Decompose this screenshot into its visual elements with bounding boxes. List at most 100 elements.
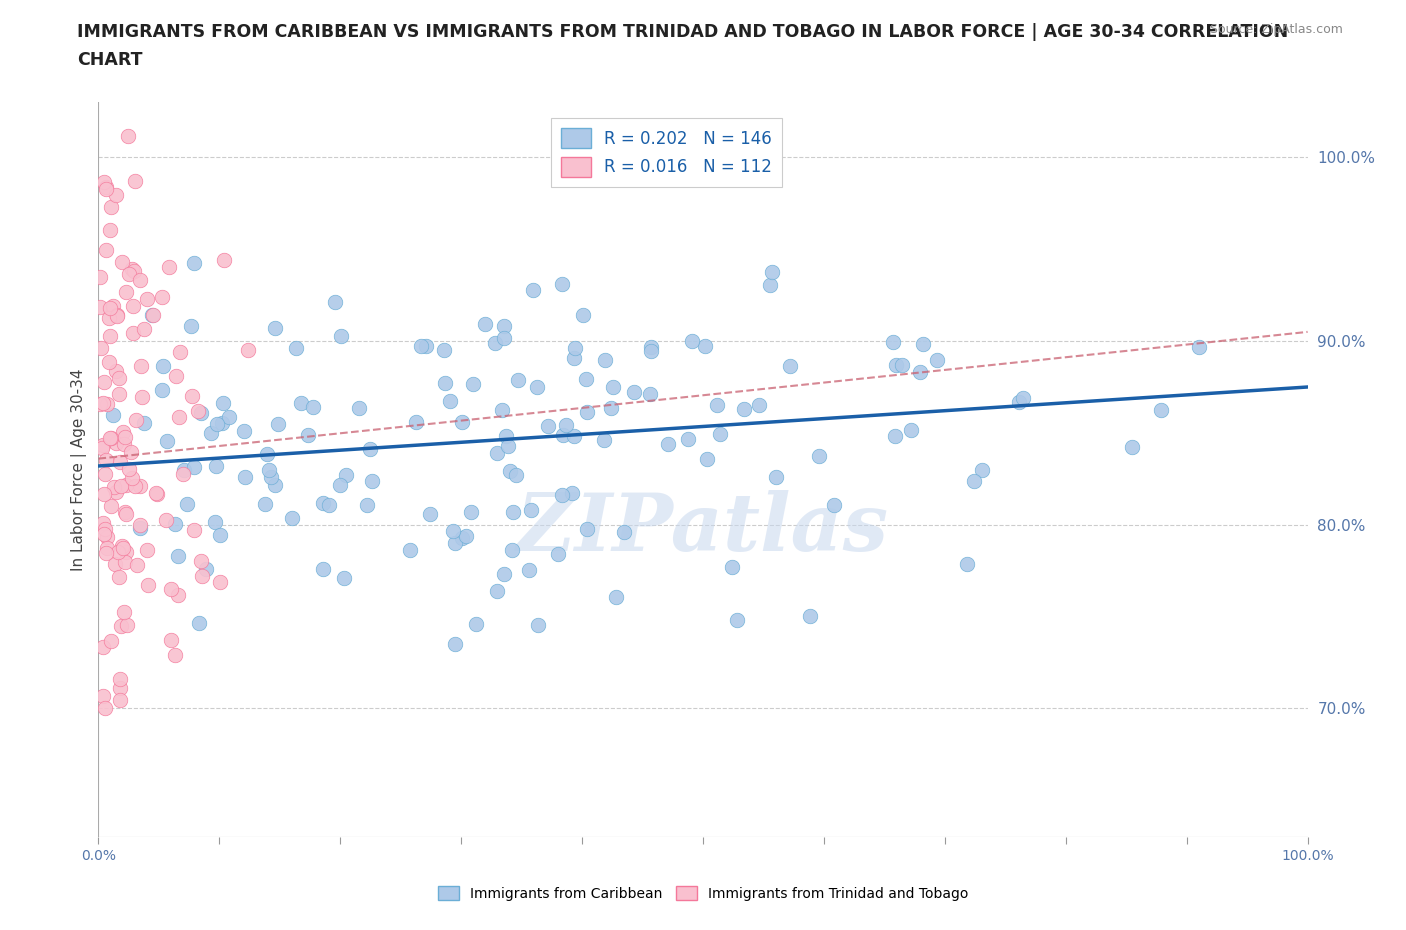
Point — [456, 528, 478, 543]
Point — [118, 266, 141, 281]
Point — [128, 518, 150, 533]
Point — [141, 307, 163, 322]
Point — [605, 590, 627, 604]
Point — [562, 429, 585, 444]
Point — [169, 345, 191, 360]
Point — [172, 467, 194, 482]
Point — [486, 584, 509, 599]
Point — [111, 540, 134, 555]
Point — [152, 359, 174, 374]
Point — [205, 458, 228, 473]
Point — [145, 485, 167, 500]
Point — [1150, 403, 1173, 418]
Point — [450, 530, 472, 545]
Point — [623, 385, 645, 400]
Point — [131, 390, 153, 405]
Point — [356, 498, 378, 512]
Point — [537, 418, 560, 433]
Point — [349, 401, 371, 416]
Point — [318, 498, 340, 512]
Point — [98, 222, 121, 237]
Point — [571, 308, 593, 323]
Point — [576, 405, 599, 419]
Point — [165, 369, 187, 384]
Point — [157, 259, 180, 274]
Point — [433, 343, 456, 358]
Point — [912, 337, 935, 352]
Point — [267, 417, 290, 432]
Point — [491, 403, 513, 418]
Point — [100, 328, 122, 343]
Point — [561, 485, 583, 500]
Point — [323, 295, 346, 310]
Point — [263, 477, 285, 492]
Point — [460, 505, 482, 520]
Point — [118, 461, 141, 476]
Point — [194, 562, 217, 577]
Point — [136, 578, 159, 592]
Point — [285, 340, 308, 355]
Point — [576, 522, 599, 537]
Text: Source: ZipAtlas.com: Source: ZipAtlas.com — [1209, 23, 1343, 36]
Point — [110, 454, 132, 469]
Point — [187, 404, 209, 418]
Point — [517, 563, 540, 578]
Point — [114, 430, 136, 445]
Point — [330, 328, 353, 343]
Point — [709, 426, 731, 441]
Point — [190, 405, 212, 420]
Point — [136, 542, 159, 557]
Point — [94, 452, 117, 467]
Point — [419, 506, 441, 521]
Point — [706, 398, 728, 413]
Point — [105, 485, 128, 499]
Point — [257, 462, 280, 477]
Point — [156, 434, 179, 449]
Point — [910, 365, 932, 379]
Point — [142, 308, 165, 323]
Point — [110, 618, 132, 633]
Legend: R = 0.202   N = 146, R = 0.016   N = 112: R = 0.202 N = 146, R = 0.016 N = 112 — [551, 118, 782, 187]
Point — [522, 283, 544, 298]
Point — [131, 358, 153, 373]
Point — [89, 299, 111, 314]
Point — [1188, 339, 1211, 354]
Point — [399, 542, 422, 557]
Point — [150, 383, 173, 398]
Point — [495, 429, 517, 444]
Point — [160, 581, 183, 596]
Point — [89, 396, 111, 411]
Point — [120, 445, 142, 459]
Point — [94, 243, 117, 258]
Point — [124, 174, 146, 189]
Point — [484, 336, 506, 351]
Point — [166, 549, 188, 564]
Point — [100, 498, 122, 513]
Point — [121, 326, 143, 340]
Point — [94, 179, 117, 194]
Point — [208, 527, 231, 542]
Point — [129, 272, 152, 287]
Point — [209, 575, 232, 590]
Point — [312, 562, 335, 577]
Point — [169, 409, 191, 424]
Point — [963, 473, 986, 488]
Point — [93, 375, 115, 390]
Point — [101, 299, 124, 313]
Point — [124, 479, 146, 494]
Point — [96, 540, 118, 555]
Point — [91, 640, 114, 655]
Text: CHART: CHART — [77, 51, 143, 69]
Point — [600, 401, 623, 416]
Point — [115, 285, 138, 299]
Point — [117, 128, 139, 143]
Point — [765, 470, 787, 485]
Point — [415, 339, 437, 353]
Point — [100, 200, 122, 215]
Point — [115, 507, 138, 522]
Point — [508, 373, 530, 388]
Point — [409, 339, 432, 353]
Point — [238, 343, 260, 358]
Point — [823, 498, 845, 512]
Point — [218, 409, 240, 424]
